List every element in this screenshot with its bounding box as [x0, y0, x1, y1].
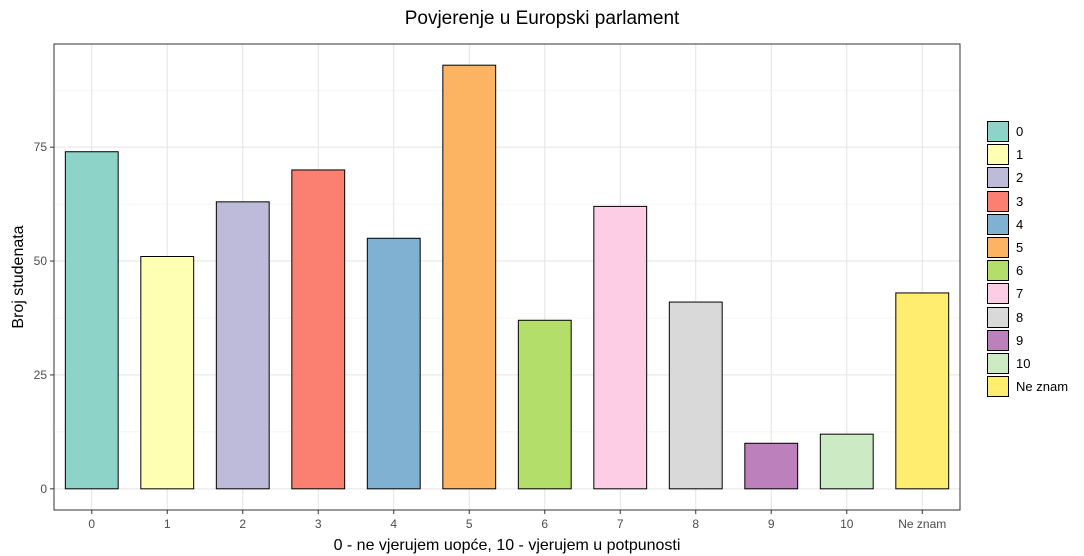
legend-label: Ne znam	[1016, 379, 1069, 395]
legend-key	[987, 144, 1009, 166]
legend-item: 9	[987, 329, 1068, 352]
x-tick-label: 5	[466, 517, 473, 531]
legend-item: 4	[987, 213, 1068, 236]
legend-label: 5	[1016, 240, 1024, 256]
legend-key	[987, 352, 1009, 374]
y-tick-label: 50	[34, 254, 48, 268]
legend-label: 9	[1016, 332, 1024, 348]
legend-label: 6	[1016, 263, 1024, 279]
bar-6	[517, 319, 572, 490]
x-tick-label: 7	[617, 517, 624, 531]
legend-key	[987, 306, 1009, 328]
legend-key	[987, 213, 1009, 235]
legend-key	[987, 237, 1009, 259]
y-tick-label: 0	[40, 482, 47, 496]
legend-item: 0	[987, 120, 1068, 143]
bar-8	[668, 301, 723, 490]
legend-label: 4	[1016, 216, 1024, 232]
chart-title: Povjerenje u Europski parlament	[404, 8, 680, 29]
legend-key	[987, 167, 1009, 189]
bar-4	[366, 237, 421, 490]
legend-key	[987, 121, 1009, 143]
legend-label: 2	[1016, 170, 1024, 186]
y-tick-label: 25	[34, 368, 48, 382]
legend-label: 3	[1016, 193, 1024, 209]
bar-9	[744, 442, 799, 490]
y-axis-label: Broj studenata	[10, 225, 27, 329]
bar-3	[291, 169, 346, 490]
plot-border	[53, 43, 961, 511]
legend-item: 3	[987, 190, 1068, 213]
legend-label: 8	[1016, 309, 1024, 325]
legend-key	[987, 260, 1009, 282]
bar-7	[593, 205, 648, 490]
legend-item: Ne znam	[987, 375, 1068, 398]
legend-item: 6	[987, 259, 1068, 282]
y-tick-label: 75	[34, 140, 48, 154]
bar-ne-znam	[895, 292, 950, 490]
x-tick-label: 3	[315, 517, 322, 531]
legend: 0 1 2 3 4 5 6 7 8 9 10 Ne znam	[987, 120, 1068, 398]
bar-10	[819, 433, 874, 490]
legend-label: 0	[1016, 124, 1024, 140]
x-tick-label: 9	[768, 517, 775, 531]
legend-item: 5	[987, 236, 1068, 259]
x-tick-label: 8	[692, 517, 699, 531]
x-tick-label: 4	[390, 517, 397, 531]
legend-label: 10	[1016, 355, 1031, 371]
legend-label: 7	[1016, 286, 1024, 302]
x-tick-label: 0	[88, 517, 95, 531]
x-tick-label: 10	[840, 517, 854, 531]
legend-key	[987, 376, 1009, 398]
legend-key	[987, 283, 1009, 305]
legend-label: 1	[1016, 147, 1024, 163]
x-axis-label: 0 - ne vjerujem uopće, 10 - vjerujem u p…	[333, 537, 681, 554]
legend-item: 10	[987, 352, 1068, 375]
x-tick-label: 6	[541, 517, 548, 531]
bar-0	[64, 151, 119, 490]
legend-item: 7	[987, 282, 1068, 305]
x-tick-label: Ne znam	[898, 517, 946, 531]
legend-item: 1	[987, 143, 1068, 166]
legend-item: 2	[987, 166, 1068, 189]
legend-key	[987, 190, 1009, 212]
x-tick-label: 1	[164, 517, 171, 531]
bar-1	[140, 256, 195, 490]
bar-2	[215, 201, 270, 490]
x-tick-label: 2	[239, 517, 246, 531]
bar-5	[442, 64, 497, 490]
legend-item: 8	[987, 306, 1068, 329]
legend-key	[987, 329, 1009, 351]
